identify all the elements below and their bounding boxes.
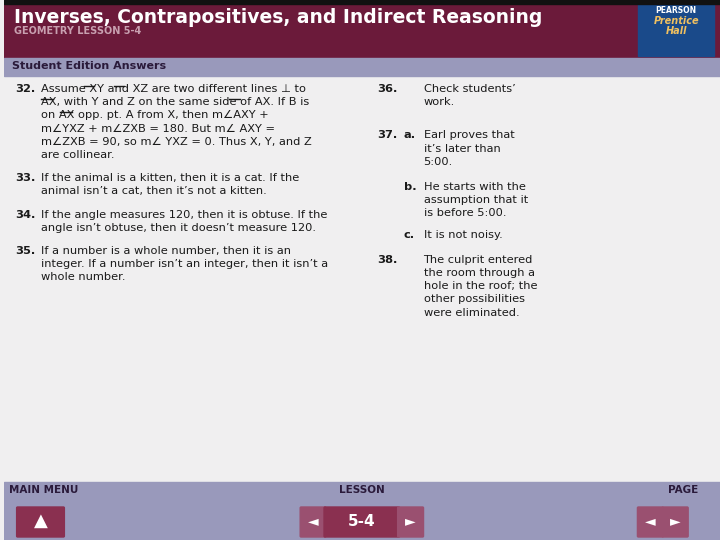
Bar (4, 0, 720, 58)
Text: integer. If a number isn’t an integer, then it isn’t a: integer. If a number isn’t an integer, t… (42, 259, 328, 269)
Text: is before 5:00.: is before 5:00. (423, 208, 506, 218)
Text: 37.: 37. (377, 130, 397, 140)
Text: other possibilities: other possibilities (423, 294, 525, 305)
Text: 38.: 38. (377, 255, 397, 265)
Text: hole in the roof; the: hole in the roof; the (423, 281, 537, 291)
Text: the room through a: the room through a (423, 268, 534, 278)
Bar (4, 76, 720, 482)
Text: ◄: ◄ (307, 514, 318, 528)
Text: 5:00.: 5:00. (423, 157, 453, 167)
Text: MAIN MENU: MAIN MENU (9, 485, 78, 495)
Text: 34.: 34. (16, 210, 36, 220)
Text: If a number is a whole number, then it is an: If a number is a whole number, then it i… (42, 246, 292, 256)
Text: angle isn’t obtuse, then it doesn’t measure 120.: angle isn’t obtuse, then it doesn’t meas… (42, 223, 317, 233)
Text: It is not noisy.: It is not noisy. (423, 230, 503, 240)
Text: c.: c. (404, 230, 415, 240)
Text: on AX opp. pt. A from X, then m∠AXY +: on AX opp. pt. A from X, then m∠AXY + (42, 110, 269, 120)
Text: 33.: 33. (16, 173, 36, 183)
Text: PEARSON: PEARSON (656, 6, 697, 15)
Text: whole number.: whole number. (42, 272, 126, 282)
Text: m∠ZXB = 90, so m∠ YXZ = 0. Thus X, Y, and Z: m∠ZXB = 90, so m∠ YXZ = 0. Thus X, Y, an… (42, 137, 312, 147)
Text: Student Edition Answers: Student Edition Answers (12, 61, 166, 71)
Text: ▲: ▲ (34, 512, 48, 530)
Text: PAGE: PAGE (668, 485, 698, 495)
FancyBboxPatch shape (662, 507, 688, 537)
Bar (4, 482, 720, 540)
Text: Check students’: Check students’ (423, 84, 516, 94)
Text: Assume XY and XZ are two different lines ⊥ to: Assume XY and XZ are two different lines… (42, 84, 307, 94)
FancyBboxPatch shape (324, 507, 400, 537)
Bar (639, 2, 714, 56)
Text: 5-4: 5-4 (348, 514, 376, 529)
Text: 32.: 32. (16, 84, 36, 94)
FancyBboxPatch shape (300, 507, 326, 537)
Text: 35.: 35. (16, 246, 36, 256)
Text: He starts with the: He starts with the (423, 182, 526, 192)
Text: Inverses, Contrapositives, and Indirect Reasoning: Inverses, Contrapositives, and Indirect … (14, 8, 542, 27)
Text: If the animal is a kitten, then it is a cat. If the: If the animal is a kitten, then it is a … (42, 173, 300, 183)
Text: assumption that it: assumption that it (423, 195, 528, 205)
Text: are collinear.: are collinear. (42, 150, 115, 160)
Bar (4, 58, 720, 76)
Text: a.: a. (404, 130, 415, 140)
Text: LESSON: LESSON (339, 485, 384, 495)
Text: m∠YXZ + m∠ZXB = 180. But m∠ AXY =: m∠YXZ + m∠ZXB = 180. But m∠ AXY = (42, 124, 276, 133)
Text: ◄: ◄ (645, 514, 656, 528)
Text: If the angle measures 120, then it is obtuse. If the: If the angle measures 120, then it is ob… (42, 210, 328, 220)
Bar (4, 0, 720, 4)
Text: Earl proves that: Earl proves that (423, 130, 514, 140)
Text: The culprit entered: The culprit entered (423, 255, 533, 265)
Text: AX, with Y and Z on the same side of AX. If B is: AX, with Y and Z on the same side of AX.… (42, 97, 310, 107)
Text: it’s later than: it’s later than (423, 144, 500, 153)
Text: were eliminated.: were eliminated. (423, 308, 519, 318)
Text: ►: ► (670, 514, 680, 528)
FancyBboxPatch shape (397, 507, 423, 537)
Text: GEOMETRY LESSON 5-4: GEOMETRY LESSON 5-4 (14, 26, 141, 36)
Text: 36.: 36. (377, 84, 397, 94)
Text: Prentice: Prentice (654, 16, 699, 26)
Text: b.: b. (404, 182, 416, 192)
FancyBboxPatch shape (637, 507, 663, 537)
Text: animal isn’t a cat, then it’s not a kitten.: animal isn’t a cat, then it’s not a kitt… (42, 186, 267, 197)
Text: ►: ► (405, 514, 416, 528)
Text: work.: work. (423, 97, 455, 107)
FancyBboxPatch shape (17, 507, 64, 537)
Text: Hall: Hall (665, 26, 687, 36)
